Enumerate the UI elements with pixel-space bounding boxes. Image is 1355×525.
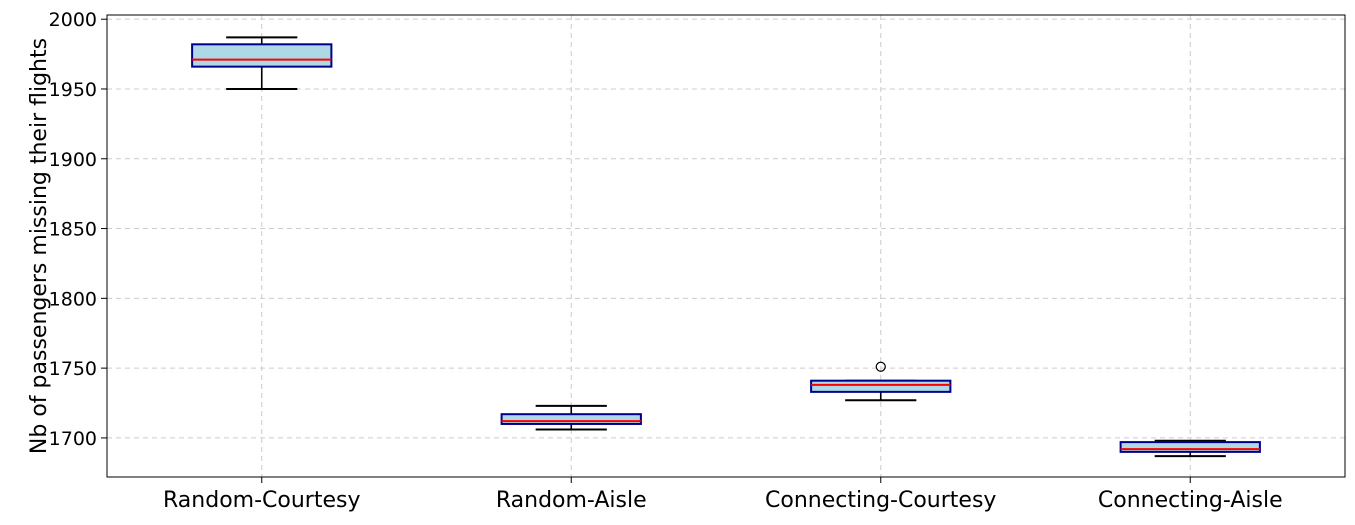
y-tick-label: 1950 bbox=[49, 79, 97, 101]
x-tick-label: Connecting-Aisle bbox=[1098, 488, 1283, 513]
box-iqr bbox=[500, 413, 642, 425]
y-axis-ticks: 1700 1750 1800 1850 1900 1950 2000 bbox=[49, 9, 107, 450]
box-group bbox=[500, 404, 642, 431]
x-tick-label: Random-Aisle bbox=[496, 488, 647, 513]
box-iqr bbox=[1119, 441, 1261, 453]
box-layer bbox=[191, 36, 1261, 458]
grid-layer bbox=[107, 15, 1345, 477]
outlier-point bbox=[875, 361, 886, 372]
box-iqr bbox=[810, 379, 952, 393]
y-axis-label: Nb of passengers missing their flights bbox=[27, 38, 52, 454]
y-tick-label: 2000 bbox=[49, 9, 97, 31]
box-group bbox=[1119, 439, 1261, 458]
plot-frame bbox=[106, 14, 1346, 478]
box-group bbox=[191, 36, 333, 90]
y-tick-label: 1750 bbox=[49, 358, 97, 380]
box-group bbox=[810, 361, 952, 402]
y-tick-label: 1850 bbox=[49, 219, 97, 241]
x-tick-label: Random-Courtesy bbox=[163, 488, 360, 513]
y-tick-label: 1700 bbox=[49, 428, 97, 450]
x-axis-ticks: Random-Courtesy Random-Aisle Connecting-Co… bbox=[163, 477, 1283, 513]
x-tick-label: Connecting-Courtesy bbox=[765, 488, 996, 513]
y-tick-label: 1900 bbox=[49, 149, 97, 171]
y-tick-label: 1800 bbox=[49, 288, 97, 310]
box-iqr bbox=[191, 43, 333, 68]
